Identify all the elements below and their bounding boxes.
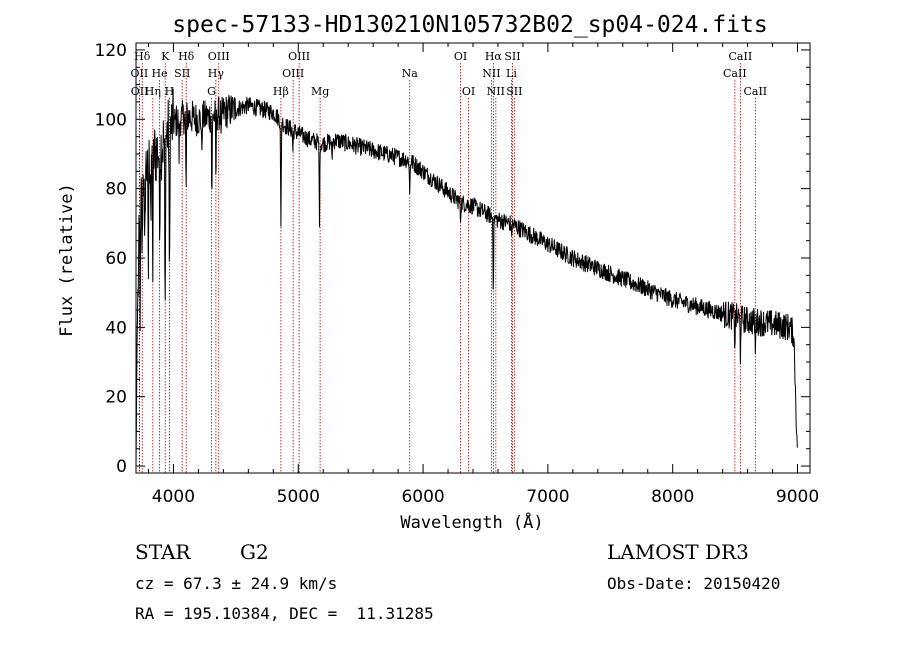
x-tick-label: 5000 xyxy=(277,487,320,507)
spectral-line-label: K xyxy=(161,50,170,63)
plot-frame xyxy=(135,42,811,474)
survey-name: LAMOST DR3 xyxy=(607,540,749,564)
spectral-line-label: SII xyxy=(174,67,190,80)
x-tick-label: 6000 xyxy=(401,487,444,507)
spectral-line-label: OIII xyxy=(208,50,230,63)
y-tick-label: 40 xyxy=(105,318,127,338)
y-tick-label: 20 xyxy=(105,388,127,408)
spectral-line-label: Mg xyxy=(311,85,329,98)
x-tick-label: 8000 xyxy=(651,487,694,507)
spectrum-series-line xyxy=(135,88,798,467)
spectral-line-label: Hδ xyxy=(178,50,195,63)
y-tick-label: 100 xyxy=(95,110,127,130)
spectral-line-label: Li xyxy=(506,67,517,80)
spectral-line-label: Hβ xyxy=(273,85,289,98)
y-tick-label: 0 xyxy=(116,457,127,477)
x-axis-label: Wavelength (Å) xyxy=(400,511,543,533)
spectral-line-label: CaII xyxy=(723,67,747,80)
spectral-line-label: G xyxy=(207,85,216,98)
spectral-line-label: OII xyxy=(131,67,149,80)
spectral-line-label: OII xyxy=(131,85,149,98)
spectral-line-label: Hα xyxy=(485,50,503,63)
y-axis-label: Flux (relative) xyxy=(57,183,77,337)
spectral-line-label: OIII xyxy=(282,67,304,80)
spectral-line-label: Hγ xyxy=(208,67,225,80)
object-class: STAR xyxy=(135,540,191,564)
redshift-readout: cz = 67.3 ± 24.9 km/s xyxy=(135,574,338,593)
spectral-line-label: OI xyxy=(462,85,475,98)
obs-date: Obs-Date: 20150420 xyxy=(607,574,781,593)
spectral-line-label: CaII xyxy=(729,50,753,63)
spectral-line-label: NII xyxy=(487,85,505,98)
spectral-line-label: Hη xyxy=(145,85,161,98)
y-tick-label: 60 xyxy=(105,249,127,269)
x-axis-ticks: 4000 5000 6000 7000 8000 9000 xyxy=(147,43,819,507)
spectral-line-markers xyxy=(138,63,756,473)
object-subclass: G2 xyxy=(240,540,269,564)
spectral-line-label: Hδ xyxy=(134,50,151,63)
spectral-line-label: OIII xyxy=(288,50,310,63)
spectral-line-label: SII xyxy=(504,50,520,63)
spectral-line-label: NII xyxy=(482,67,500,80)
y-tick-label: 120 xyxy=(95,41,127,61)
y-tick-label: 80 xyxy=(105,180,127,200)
spectral-line-label: OI xyxy=(454,50,467,63)
x-tick-label: 4000 xyxy=(152,487,195,507)
coordinates-readout: RA = 195.10384, DEC = 11.31285 xyxy=(135,604,434,623)
spectral-line-label: Na xyxy=(402,67,419,80)
spectral-line-label: CaII xyxy=(743,85,767,98)
spectral-line-label: He xyxy=(152,67,168,80)
x-tick-label: 9000 xyxy=(776,487,819,507)
spectral-line-label: SII xyxy=(506,85,522,98)
y-axis-ticks: 0 20 40 60 80 100 120 xyxy=(95,41,810,477)
spectral-line-label: H xyxy=(165,85,175,98)
x-tick-label: 7000 xyxy=(526,487,569,507)
chart-title: spec-57133-HD130210N105732B02_sp04-024.f… xyxy=(172,12,767,38)
